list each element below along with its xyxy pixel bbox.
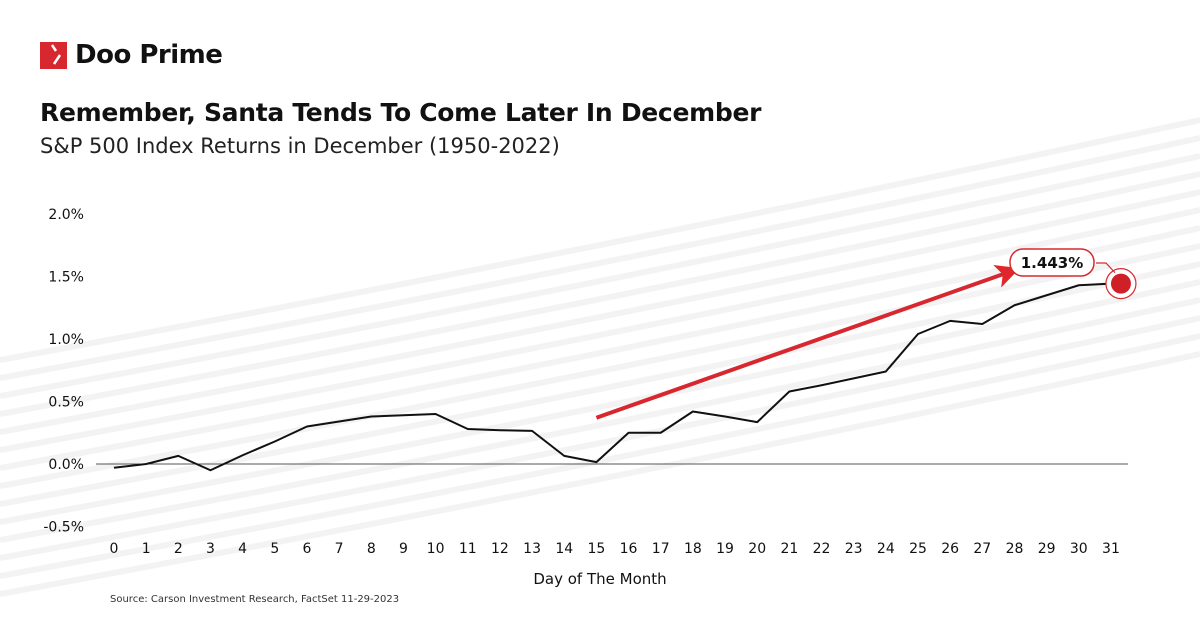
x-tick-label: 16 [620, 541, 638, 557]
x-tick-label: 6 [302, 541, 311, 557]
background-wave [0, 135, 1200, 381]
x-tick-label: 11 [459, 541, 477, 557]
background-wave [0, 153, 1200, 399]
x-tick-label: 4 [238, 541, 247, 557]
callout-label: 1.443% [1021, 254, 1083, 272]
x-tick-label: 2 [174, 541, 183, 557]
background-wave [0, 297, 1200, 543]
highlight-point [1110, 273, 1131, 294]
callout-box [1009, 248, 1095, 277]
x-tick-label: 17 [652, 541, 670, 557]
x-tick-label: 30 [1070, 541, 1088, 557]
y-tick-label: 2.0% [48, 207, 84, 223]
x-tick-label: 19 [716, 541, 734, 557]
chart-subtitle: S&P 500 Index Returns in December (1950-… [40, 134, 560, 158]
background-wave [0, 117, 1200, 363]
background-wave [0, 351, 1200, 597]
x-tick-label: 0 [110, 541, 119, 557]
x-tick-label: 9 [399, 541, 408, 557]
y-tick-label: -0.5% [43, 520, 84, 536]
background-wave [0, 333, 1200, 579]
x-tick-label: 25 [909, 541, 927, 557]
source-note: Source: Carson Investment Research, Fact… [110, 594, 400, 605]
y-tick-label: 1.0% [48, 332, 84, 348]
x-tick-label: 8 [367, 541, 376, 557]
x-tick-label: 23 [845, 541, 863, 557]
background-wave [0, 243, 1200, 489]
background-wave [0, 207, 1200, 453]
y-tick-label: 1.5% [48, 270, 84, 286]
y-tick-label: 0.5% [48, 395, 84, 411]
x-tick-label: 21 [780, 541, 798, 557]
background-wave [0, 279, 1200, 525]
x-tick-label: 15 [587, 541, 605, 557]
x-tick-label: 27 [973, 541, 991, 557]
x-tick-label: 12 [491, 541, 509, 557]
x-tick-label: 24 [877, 541, 895, 557]
x-tick-label: 28 [1006, 541, 1024, 557]
x-axis-label: Day of The Month [533, 570, 666, 588]
callout-leader [1095, 262, 1116, 274]
x-tick-label: 18 [684, 541, 702, 557]
x-tick-label: 10 [427, 541, 445, 557]
x-tick-label: 20 [748, 541, 766, 557]
brand-logo: Doo Prime [40, 40, 223, 70]
x-tick-label: 5 [270, 541, 279, 557]
series-line [113, 282, 1112, 472]
x-tick-label: 22 [813, 541, 831, 557]
x-tick-label: 7 [335, 541, 344, 557]
brand-name: Doo Prime [75, 40, 223, 70]
x-tick-label: 3 [206, 541, 215, 557]
background-wave [0, 171, 1200, 417]
background-wave [0, 189, 1200, 435]
y-tick-label: 0.0% [48, 457, 84, 473]
trend-arrow [595, 264, 1020, 420]
background-wave [0, 315, 1200, 561]
chart-title: Remember, Santa Tends To Come Later In D… [40, 98, 762, 127]
x-tick-label: 31 [1102, 541, 1120, 557]
x-tick-label: 26 [941, 541, 959, 557]
x-tick-label: 13 [523, 541, 541, 557]
x-tick-label: 14 [555, 541, 573, 557]
x-tick-label: 1 [142, 541, 151, 557]
logo-mark-icon [40, 41, 67, 69]
x-tick-label: 29 [1038, 541, 1056, 557]
